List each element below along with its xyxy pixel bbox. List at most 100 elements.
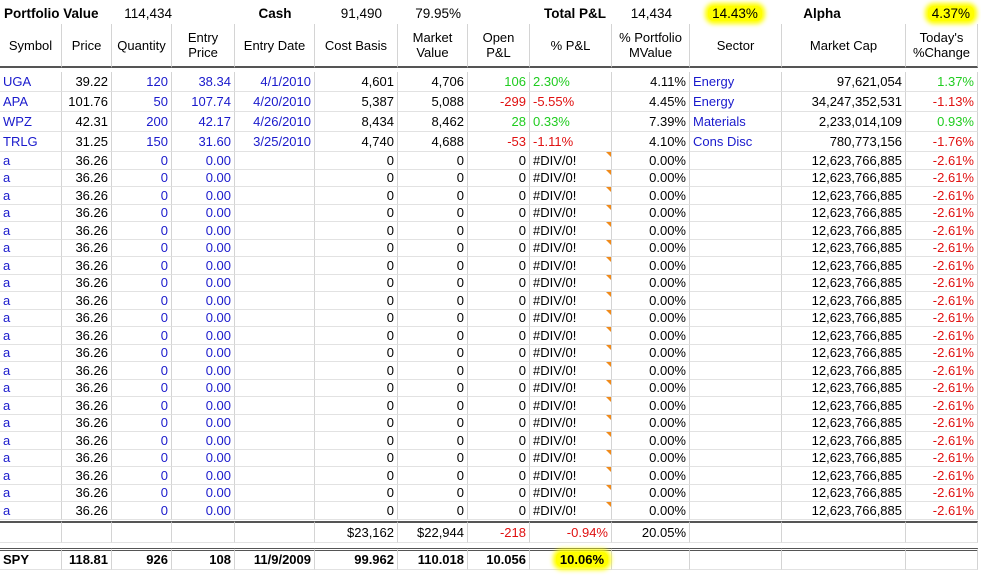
cell: 12,623,766,885 (782, 222, 906, 240)
cell: 0 (398, 467, 468, 485)
cell: Energy (690, 72, 782, 92)
total-cell: -218 (468, 520, 530, 543)
cell (235, 362, 315, 380)
total-cell (235, 520, 315, 543)
cell: 5,088 (398, 92, 468, 112)
cell: 0 (112, 502, 172, 520)
cell: 0 (315, 274, 398, 292)
cell: 106 (468, 72, 530, 92)
cell: 2,233,014,109 (782, 112, 906, 132)
cell: 36.26 (62, 239, 112, 257)
column-header: Today's %Change (906, 24, 978, 68)
cell (235, 327, 315, 345)
cell: 0 (112, 467, 172, 485)
cell: 0.00 (172, 222, 235, 240)
spy-cell: 99.962 (315, 547, 398, 570)
cell (690, 344, 782, 362)
cell: a (0, 187, 62, 205)
cell: 0 (398, 414, 468, 432)
cell: a (0, 169, 62, 187)
cell: 0.93% (906, 112, 978, 132)
cell (690, 414, 782, 432)
cell: 0 (468, 257, 530, 275)
cell: 0 (468, 152, 530, 170)
cell: 0.00% (612, 344, 690, 362)
cell: WPZ (0, 112, 62, 132)
cell: -2.61% (906, 379, 978, 397)
cell: a (0, 414, 62, 432)
cell: 0 (315, 432, 398, 450)
total-cell (906, 520, 978, 543)
cell: -2.61% (906, 344, 978, 362)
cell: -2.61% (906, 397, 978, 415)
cell: #DIV/0! (530, 344, 612, 362)
cell: -2.61% (906, 239, 978, 257)
cell: 4.45% (612, 92, 690, 112)
total-cell (112, 520, 172, 543)
cell: 0.00% (612, 467, 690, 485)
cell: 0.00 (172, 152, 235, 170)
cell: 12,623,766,885 (782, 292, 906, 310)
cell (235, 432, 315, 450)
cell: -2.61% (906, 204, 978, 222)
cell: 0 (468, 414, 530, 432)
cell: a (0, 222, 62, 240)
cell: -299 (468, 92, 530, 112)
cell: -2.61% (906, 274, 978, 292)
cell-text: 10.056 (486, 552, 526, 567)
cell: 0.00 (172, 239, 235, 257)
cell: 0 (315, 152, 398, 170)
cell: a (0, 362, 62, 380)
cell: 0.00 (172, 204, 235, 222)
highlight: 4.37% (927, 5, 974, 21)
cell: 36.26 (62, 484, 112, 502)
cell: -2.61% (906, 292, 978, 310)
cell: 0 (315, 204, 398, 222)
cell (690, 309, 782, 327)
cell: 0 (468, 344, 530, 362)
cell (235, 449, 315, 467)
cell: 12,623,766,885 (782, 379, 906, 397)
cell: 0.00 (172, 187, 235, 205)
cell: 50 (112, 92, 172, 112)
spy-cell: 110.018 (398, 547, 468, 570)
cell (690, 449, 782, 467)
cell: 0 (468, 327, 530, 345)
cell: a (0, 344, 62, 362)
cell: TRLG (0, 132, 62, 152)
cell: 0.00% (612, 169, 690, 187)
label: Portfolio Value (4, 5, 99, 21)
cell: 0 (112, 257, 172, 275)
cell: 0 (315, 169, 398, 187)
cell: 12,623,766,885 (782, 204, 906, 222)
cell: 0.00 (172, 467, 235, 485)
cell: a (0, 449, 62, 467)
cell: 0 (468, 204, 530, 222)
cell (690, 397, 782, 415)
cell (235, 257, 315, 275)
cell: 0 (468, 362, 530, 380)
cell (235, 344, 315, 362)
spy-cell: SPY (0, 547, 62, 570)
cell: 5,387 (315, 92, 398, 112)
cell: 0.00 (172, 344, 235, 362)
cell: 0 (468, 449, 530, 467)
cell: 0 (315, 362, 398, 380)
total-cell: $23,162 (315, 520, 398, 543)
cell: 39.22 (62, 72, 112, 92)
cell: 0 (468, 187, 530, 205)
column-header: % Portfolio MValue (612, 24, 690, 68)
value: 114,434 (124, 5, 172, 21)
cell: 0.00 (172, 169, 235, 187)
cell: 0 (468, 222, 530, 240)
cell: #DIV/0! (530, 362, 612, 380)
cell: -2.61% (906, 257, 978, 275)
cell: 31.60 (172, 132, 235, 152)
value: 79.95% (415, 5, 461, 21)
cell: 0.00 (172, 257, 235, 275)
spy-cell (906, 547, 978, 570)
cell: 4,688 (398, 132, 468, 152)
cell: Materials (690, 112, 782, 132)
cell: 34,247,352,531 (782, 92, 906, 112)
